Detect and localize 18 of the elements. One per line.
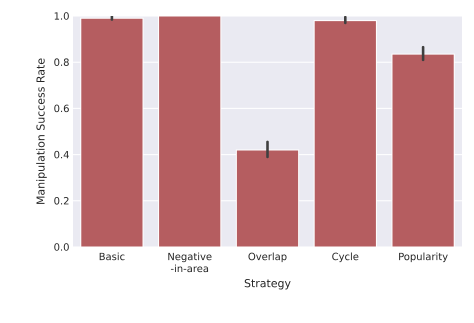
y-tick-label: 0.4 bbox=[54, 150, 69, 158]
y-tick-label: 1.0 bbox=[54, 12, 69, 20]
x-tick-label: Overlap bbox=[248, 252, 287, 262]
bar bbox=[391, 54, 455, 247]
bar bbox=[158, 16, 222, 247]
x-tick-label: Negative -in-area bbox=[168, 252, 212, 272]
y-tick-label: 0.0 bbox=[54, 243, 69, 251]
x-tick-label: Popularity bbox=[399, 252, 448, 262]
x-axis-title: Strategy bbox=[244, 279, 291, 290]
x-tick-label: Basic bbox=[100, 252, 124, 260]
y-tick-label: 0.8 bbox=[54, 58, 69, 66]
y-axis-title: Manipulation Success Rate bbox=[36, 58, 47, 204]
x-tick-label: Cycle bbox=[332, 252, 358, 262]
bar bbox=[236, 149, 300, 247]
y-tick-label: 0.2 bbox=[54, 197, 68, 205]
bar bbox=[80, 18, 144, 247]
y-tick-label: 0.6 bbox=[54, 104, 69, 112]
bar bbox=[314, 20, 377, 247]
